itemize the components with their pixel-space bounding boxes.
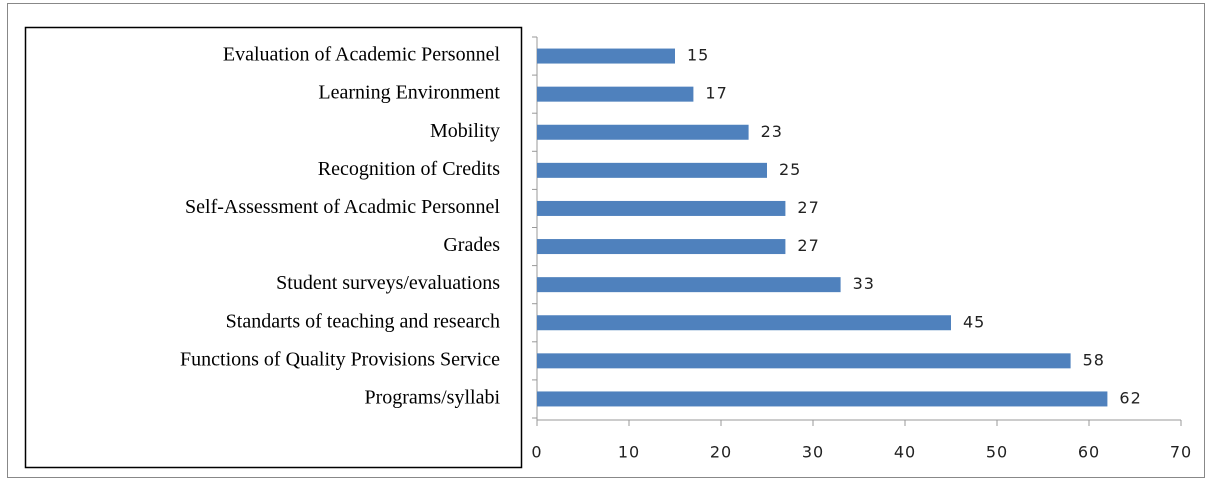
data-label: 23 xyxy=(761,122,783,141)
category-label: Student surveys/evaluations xyxy=(276,272,500,294)
bar xyxy=(537,315,951,331)
category-label: Grades xyxy=(443,234,500,256)
x-tick-label: 60 xyxy=(1078,443,1100,462)
bar xyxy=(537,391,1108,407)
bar xyxy=(537,353,1071,369)
data-label: 25 xyxy=(779,160,801,179)
category-label: Programs/syllabi xyxy=(364,387,500,409)
chart-frame xyxy=(7,3,1205,478)
data-label: 45 xyxy=(963,312,985,331)
x-tick-label: 0 xyxy=(531,443,542,462)
x-tick-label: 50 xyxy=(986,443,1008,462)
x-tick-label: 40 xyxy=(894,443,916,462)
bar xyxy=(537,124,749,140)
bar xyxy=(537,48,675,64)
data-label: 58 xyxy=(1083,350,1105,369)
category-label: Evaluation of Academic Personnel xyxy=(223,44,501,66)
category-label: Functions of Quality Provisions Service xyxy=(180,348,500,370)
data-label: 15 xyxy=(687,46,709,65)
bar xyxy=(537,239,786,255)
bar xyxy=(537,86,694,102)
x-tick-label: 70 xyxy=(1170,443,1192,462)
x-tick-label: 20 xyxy=(710,443,732,462)
category-label: Mobility xyxy=(430,120,500,142)
x-tick-label: 10 xyxy=(618,443,640,462)
category-label: Recognition of Credits xyxy=(318,158,500,180)
x-tick-label: 30 xyxy=(802,443,824,462)
data-label: 33 xyxy=(853,274,875,293)
category-label: Standarts of teaching and research xyxy=(226,310,500,332)
label-box xyxy=(24,26,523,469)
bar xyxy=(537,200,786,216)
data-label: 27 xyxy=(797,236,819,255)
data-label: 27 xyxy=(797,198,819,217)
category-label: Self-Assessment of Acadmic Personnel xyxy=(185,196,500,218)
bar xyxy=(537,162,767,178)
bar xyxy=(537,277,841,293)
data-label: 17 xyxy=(705,84,727,103)
category-label: Learning Environment xyxy=(318,82,500,104)
data-label: 62 xyxy=(1119,388,1141,407)
